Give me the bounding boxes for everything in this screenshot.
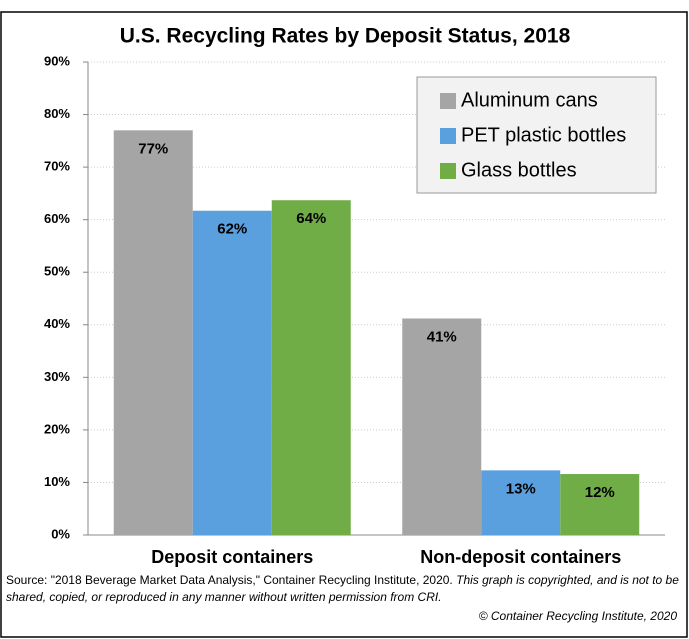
- y-tick-label: 20%: [44, 421, 70, 436]
- y-tick-label: 60%: [44, 211, 70, 226]
- y-tick-label: 0%: [51, 526, 70, 541]
- data-label: 64%: [296, 210, 326, 227]
- data-label: 41%: [427, 328, 457, 345]
- legend-box: [416, 76, 657, 194]
- data-label: 77%: [138, 140, 168, 157]
- legend-swatch: [440, 128, 456, 144]
- bar: [481, 470, 561, 535]
- source-note: Source: "2018 Beverage Market Data Analy…: [6, 572, 682, 606]
- y-tick-label: 70%: [44, 159, 70, 174]
- copyright: © Container Recycling Institute, 2020: [478, 609, 677, 623]
- x-tick-label: Deposit containers: [151, 547, 313, 567]
- y-tick-label: 10%: [44, 474, 70, 489]
- legend-swatch: [440, 163, 456, 179]
- bar: [560, 474, 640, 535]
- legend-label: Glass bottles: [461, 159, 577, 181]
- y-tick-label: 40%: [44, 316, 70, 331]
- bar: [402, 318, 482, 535]
- source: Source: "2018 Beverage Market Data Analy…: [6, 573, 453, 587]
- y-tick-label: 30%: [44, 369, 70, 384]
- legend-label: PET plastic bottles: [461, 124, 626, 146]
- data-label: 12%: [585, 484, 615, 501]
- bar: [192, 210, 272, 535]
- bar: [271, 200, 351, 535]
- legend-label: Aluminum cans: [461, 89, 598, 111]
- legend-swatch: [440, 93, 456, 109]
- y-tick-label: 80%: [44, 106, 70, 121]
- y-tick-label: 90%: [44, 53, 70, 68]
- notice: This graph is copyrighted, and is not to…: [6, 573, 679, 604]
- chart-title: U.S. Recycling Rates by Deposit Status, …: [120, 25, 571, 48]
- data-label: 13%: [506, 480, 536, 497]
- bar: [113, 130, 193, 536]
- x-tick-label: Non-deposit containers: [420, 547, 621, 567]
- y-tick-label: 50%: [44, 264, 70, 279]
- data-label: 62%: [217, 221, 247, 238]
